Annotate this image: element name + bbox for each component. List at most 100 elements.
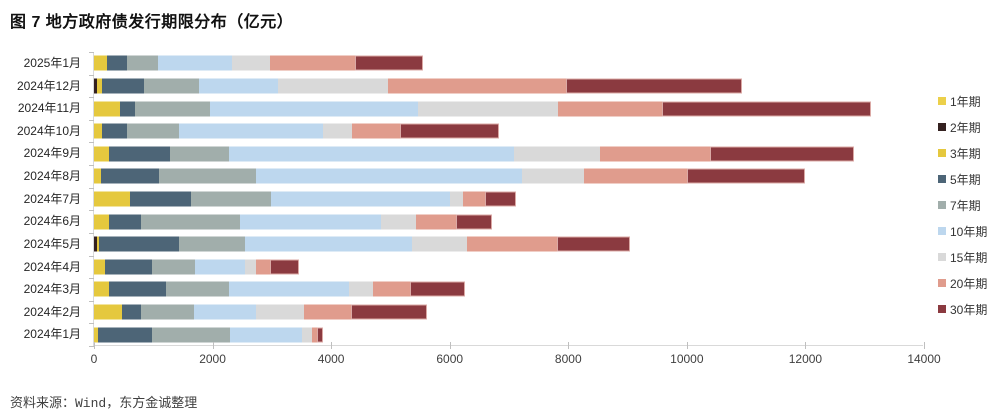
y-axis-tick xyxy=(89,278,94,280)
bar-segment-7年期 xyxy=(170,146,229,162)
bar-segment-15年期 xyxy=(348,281,374,297)
bar-segment-15年期 xyxy=(256,304,304,320)
legend-swatch-icon xyxy=(938,253,946,261)
bar-segment-5年期 xyxy=(109,146,171,162)
x-axis-tick xyxy=(449,342,451,349)
legend-swatch-icon xyxy=(938,149,946,157)
legend-swatch-icon xyxy=(938,227,946,235)
bar-segment-2年期 xyxy=(94,236,97,252)
y-axis-label: 2025年1月 xyxy=(23,56,81,70)
x-axis-tick-label: 10000 xyxy=(670,352,704,366)
bar-segment-20年期 xyxy=(463,191,486,207)
legend-item: 30年期 xyxy=(938,296,987,322)
bar-segment-3年期 xyxy=(94,168,101,184)
bar-row xyxy=(94,236,631,252)
legend-label: 20年期 xyxy=(950,276,988,291)
y-axis-label: 2024年7月 xyxy=(23,191,81,206)
bar-segment-7年期 xyxy=(135,101,211,117)
legend-item: 10年期 xyxy=(938,218,987,244)
bar-row xyxy=(94,168,806,184)
bar-segment-5年期 xyxy=(105,259,153,275)
bar-segment-15年期 xyxy=(277,78,389,94)
y-axis-label: 2024年10月 xyxy=(16,123,81,138)
bar-segment-7年期 xyxy=(126,55,158,71)
bar-segment-7年期 xyxy=(143,78,199,94)
bar-segment-15年期 xyxy=(450,191,464,207)
bar-segment-10年期 xyxy=(245,236,413,252)
y-axis-tick xyxy=(89,187,94,189)
y-axis-labels: 2025年1月 2024年12月 2024年11月 2024年10月 2024年9月 20… xyxy=(0,52,87,346)
x-axis-tick-label: 8000 xyxy=(554,352,582,366)
bar-segment-30年期 xyxy=(409,281,466,297)
bar-segment-15年期 xyxy=(302,327,313,343)
y-axis-tick xyxy=(89,323,94,325)
y-axis-tick xyxy=(89,300,94,302)
bar-segment-2年期 xyxy=(94,78,98,94)
bar-segment-20年期 xyxy=(557,101,663,117)
source-note: 资料来源：Wind，东方金诚整理 xyxy=(10,396,198,411)
bar-row xyxy=(94,304,427,320)
legend-label: 15年期 xyxy=(950,250,988,265)
bar-segment-10年期 xyxy=(229,327,303,343)
legend-swatch-icon xyxy=(938,97,946,105)
bar-segment-15年期 xyxy=(231,55,271,71)
bar-segment-30年期 xyxy=(399,123,499,139)
bar-segment-3年期 xyxy=(94,304,122,320)
y-axis-label: 2024年12月 xyxy=(16,78,81,93)
bar-segment-5年期 xyxy=(102,123,127,139)
bar-segment-20年期 xyxy=(303,304,352,320)
bar-segment-15年期 xyxy=(418,101,558,117)
bar-segment-15年期 xyxy=(245,259,256,275)
bar-segment-20年期 xyxy=(312,327,317,343)
legend-label: 3年期 xyxy=(950,146,981,161)
legend-swatch-icon xyxy=(938,201,946,209)
y-axis-label: 2024年3月 xyxy=(23,282,81,297)
legend-label: 1年期 xyxy=(950,94,981,109)
bar-segment-30年期 xyxy=(316,327,324,343)
legend: 1年期 2年期 3年期 5年期 7年期 10年期 15年期 20年期 30年期 xyxy=(938,88,987,322)
bar-segment-10年期 xyxy=(210,101,419,117)
legend-label: 30年期 xyxy=(950,302,988,317)
bar-segment-5年期 xyxy=(121,304,141,320)
bar-segment-10年期 xyxy=(193,304,257,320)
bar-segment-5年期 xyxy=(99,236,179,252)
y-axis-tick xyxy=(89,346,94,347)
bar-segment-5年期 xyxy=(108,214,141,230)
y-axis-tick xyxy=(89,232,94,234)
y-axis-tick xyxy=(89,97,94,99)
y-axis-tick xyxy=(89,210,94,212)
bar-row xyxy=(94,191,516,207)
y-axis-tick xyxy=(89,165,94,167)
bar-segment-15年期 xyxy=(514,146,600,162)
bar-segment-30年期 xyxy=(709,146,855,162)
x-axis-tick xyxy=(568,342,570,349)
bar-segment-7年期 xyxy=(158,168,256,184)
bar-segment-5年期 xyxy=(108,281,166,297)
bar-segment-10年期 xyxy=(239,214,381,230)
x-axis-tick-label: 4000 xyxy=(317,352,345,366)
bar-segment-30年期 xyxy=(354,55,423,71)
x-axis-tick xyxy=(924,342,925,349)
plot-area: 0 2000 4000 6000 8000 10000 12000 14000 xyxy=(89,52,941,366)
bar-row xyxy=(94,259,299,275)
bar-segment-30年期 xyxy=(269,259,299,275)
bar-segment-30年期 xyxy=(565,78,742,94)
bar-segment-10年期 xyxy=(255,168,522,184)
bar-segment-15年期 xyxy=(412,236,468,252)
legend-label: 7年期 xyxy=(950,198,981,213)
bar-segment-20年期 xyxy=(270,55,355,71)
x-axis-tick xyxy=(212,342,214,349)
bar-segment-10年期 xyxy=(195,259,246,275)
bar-segment-5年期 xyxy=(120,101,136,117)
y-axis-tick xyxy=(89,255,94,257)
bar-segment-20年期 xyxy=(388,78,566,94)
bar-segment-15年期 xyxy=(380,214,416,230)
bar-segment-5年期 xyxy=(102,78,144,94)
chart-title: 图 7 地方政府债发行期限分布（亿元） xyxy=(10,14,294,31)
bar-segment-30年期 xyxy=(455,214,493,230)
x-axis-tick-label: 12000 xyxy=(788,352,823,366)
y-axis-label: 2024年2月 xyxy=(23,304,81,319)
legend-swatch-icon xyxy=(938,123,946,131)
x-axis-tick xyxy=(94,342,95,349)
legend-item: 1年期 xyxy=(938,88,987,114)
